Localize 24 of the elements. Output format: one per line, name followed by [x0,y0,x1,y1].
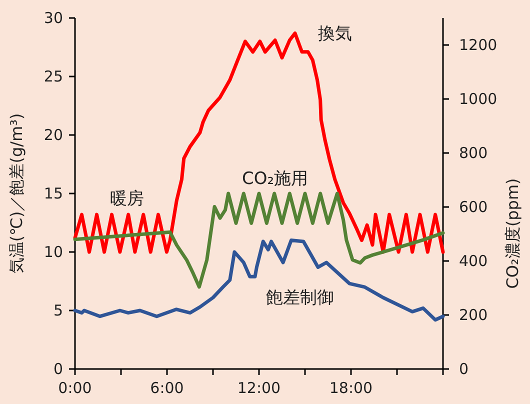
y-tick-label: 0 [53,360,63,378]
annotation: 換気 [318,24,352,44]
y2-tick-label: 400 [459,252,488,270]
annotation: 暖房 [110,189,144,209]
y2-tick-label: 600 [459,198,488,216]
y-tick-label: 10 [44,243,63,261]
y-tick-label: 30 [44,9,63,27]
y2-tick-label: 1000 [459,90,498,108]
y-tick-label: 25 [44,68,63,86]
annotation: 飽差制御 [266,288,334,308]
x-tick-label: 18:00 [329,379,373,397]
x-tick-label: 12:00 [237,379,281,397]
y2-tick-label: 0 [459,360,469,378]
y-tick-label: 15 [44,184,63,202]
y2-tick-label: 200 [459,306,488,324]
y-tick-label: 20 [44,126,63,144]
x-tick-label: 6:00 [150,379,184,397]
y2-tick-label: 800 [459,144,488,162]
y2-axis-title: CO₂濃度(ppm) [503,178,522,289]
annotation: CO₂施用 [242,169,308,189]
x-tick-label: 0:00 [58,379,92,397]
y-axis-title: 気温(℃)／飽差(g/m³) [7,113,26,274]
y-tick-label: 5 [53,302,63,320]
y2-tick-label: 1200 [459,36,498,54]
